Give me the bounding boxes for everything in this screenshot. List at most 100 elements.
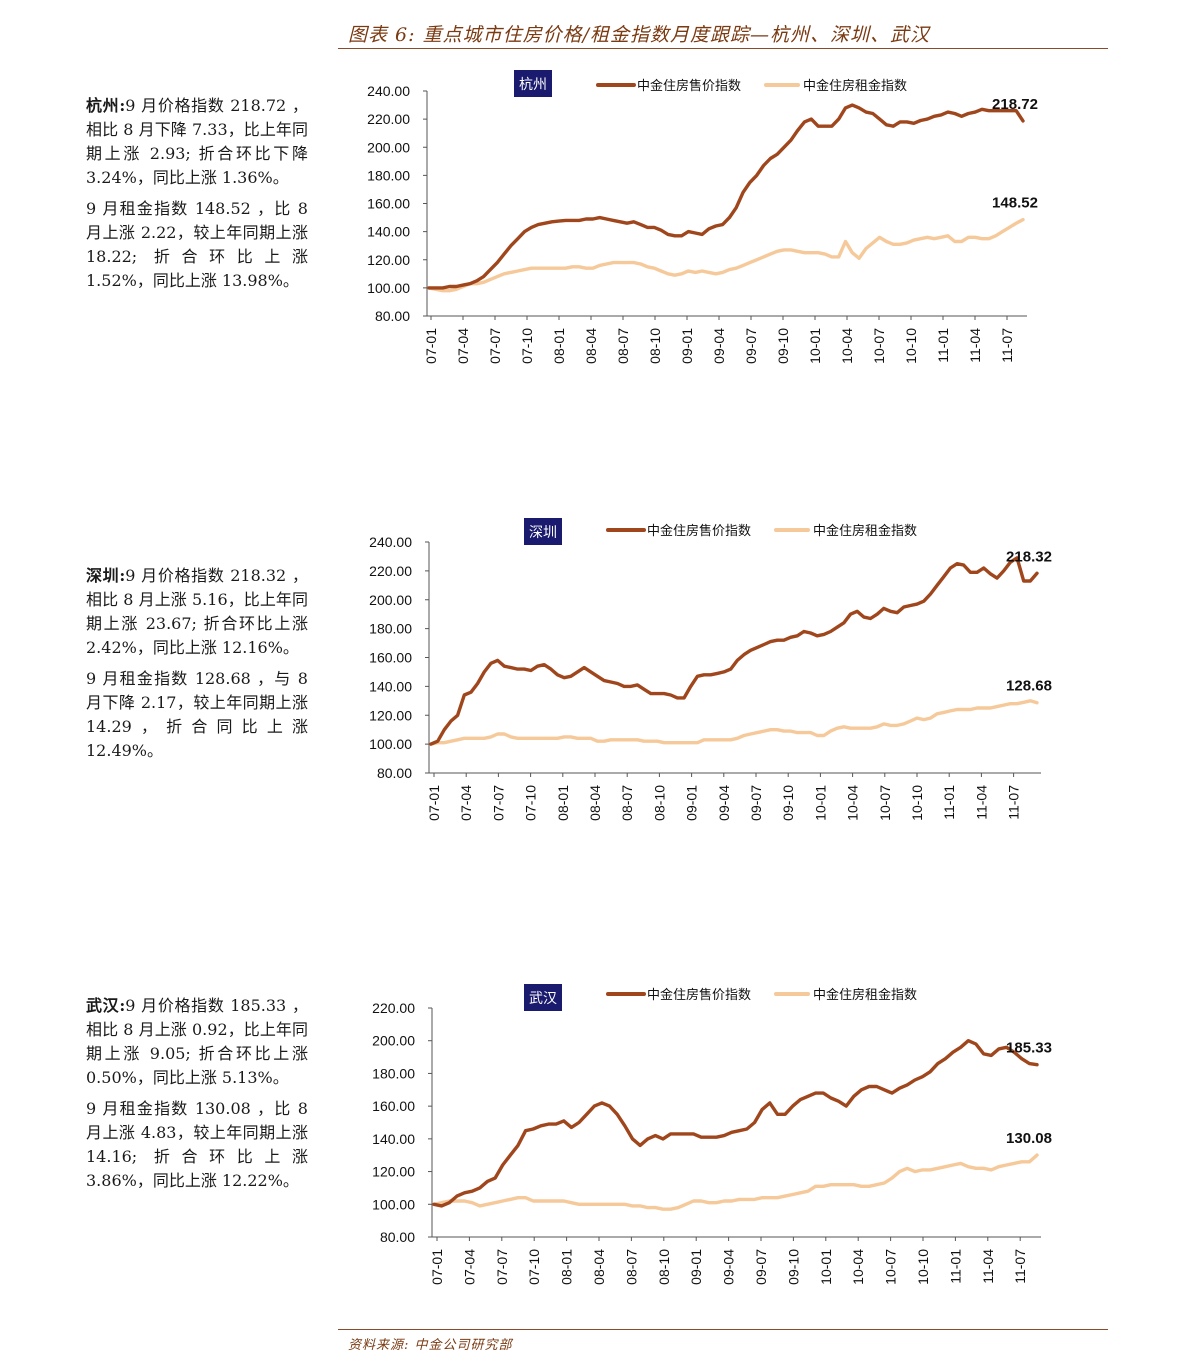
shenzhen-y-tick-label: 100.00 [369,736,412,752]
shenzhen-x-tick-label: 09-01 [684,785,700,821]
hangzhou-rent-series-line [427,217,1025,293]
wuhan-x-tick-label: 07-07 [494,1249,510,1285]
shenzhen-x-tick-label: 10-04 [845,785,861,821]
wuhan-x-tick-label: 10-10 [915,1249,931,1285]
shenzhen-x-tick-label: 11-01 [941,785,957,820]
shenzhen-desc-head: 深圳: [86,566,126,585]
shenzhen-x-tick-label: 08-10 [651,785,667,821]
wuhan-x-tick-label: 09-10 [785,1249,801,1285]
shenzhen-rent-paragraph: 9 月租金指数 128.68 ，与 8 月下降 2.17，较上年同期上涨 14.… [86,669,308,760]
shenzhen-y-tick-label: 160.00 [369,650,412,666]
wuhan-x-tick-label: 07-01 [429,1249,445,1285]
wuhan-x-tick-label: 07-04 [461,1249,477,1285]
shenzhen-x-tick-label: 07-01 [426,785,442,821]
figure-title: 图表 6: 重点城市住房价格/租金指数月度跟踪—杭州、深圳、武汉 [348,24,930,46]
hangzhou-x-tick-label: 07-01 [423,328,439,364]
hangzhou-x-tick-label: 10-10 [903,328,919,364]
wuhan-y-tick-label: 120.00 [372,1164,415,1180]
hangzhou-desc-head: 杭州: [86,96,126,115]
shenzhen-description: 深圳:9 月价格指数 218.32 ，相比 8 月上涨 5.16，比上年同期上涨… [86,564,308,770]
shenzhen-y-tick-label: 180.00 [369,621,412,637]
shenzhen-x-tick-label: 09-04 [716,785,732,821]
hangzhou-price-end-label: 218.72 [992,96,1038,113]
hangzhou-price-text: 9 月价格指数 218.72 ，相比 8 月下降 7.33，比上年同期上涨 2.… [86,96,308,187]
shenzhen-x-tick-label: 08-04 [587,785,603,821]
wuhan-x-tick-label: 08-04 [591,1249,607,1285]
shenzhen-chart: 80.00 100.00 120.00 140.00 160.00 180.00 200.0… [369,518,1052,821]
hangzhou-chart: 80.00 100.00 120.00 140.00 160.00 180.00 200.0… [367,70,1038,364]
hangzhou-x-tick-label: 08-04 [583,328,599,364]
hangzhou-x-tick-label: 09-07 [743,328,759,364]
shenzhen-price-end-label: 218.32 [1006,548,1052,565]
wuhan-y-tick-label: 100.00 [372,1196,415,1212]
hangzhou-x-tick-label: 10-04 [839,328,855,364]
wuhan-x-tick-label: 08-07 [623,1249,639,1285]
wuhan-price-end-label: 185.33 [1006,1040,1052,1057]
shenzhen-y-tick-label: 200.00 [369,592,412,608]
hangzhou-y-tick-label: 100.00 [367,280,410,296]
hangzhou-y-tick-label: 140.00 [367,224,410,240]
shenzhen-x-tick-label: 10-07 [877,785,893,821]
shenzhen-x-tick-label: 10-10 [909,785,925,821]
wuhan-y-tick-label: 160.00 [372,1098,415,1114]
wuhan-x-tick-label: 11-07 [1012,1249,1028,1284]
wuhan-price-series-line [432,1039,1039,1208]
wuhan-legend-price-label: 中金住房售价指数 [647,987,751,1003]
wuhan-x-tick-label: 09-01 [688,1249,704,1285]
hangzhou-legend-rent-label: 中金住房租金指数 [803,78,907,94]
hangzhou-description: 杭州:9 月价格指数 218.72 ，相比 8 月下降 7.33，比上年同期上涨… [86,94,308,300]
shenzhen-x-tick-label: 11-07 [1006,785,1022,820]
wuhan-desc-head: 武汉: [86,996,126,1015]
wuhan-rent-series-line [432,1153,1039,1211]
wuhan-price-text: 9 月价格指数 185.33 ，相比 8 月上涨 0.92，比上年同期上涨 9.… [86,996,308,1087]
hangzhou-x-tick-label: 09-10 [775,328,791,364]
wuhan-rent-paragraph: 9 月租金指数 130.08 ，比 8 月上涨 4.83，较上年同期上涨 14.… [86,1099,308,1190]
shenzhen-x-tick-label: 07-04 [458,785,474,821]
shenzhen-price-paragraph: 深圳:9 月价格指数 218.32 ，相比 8 月上涨 5.16，比上年同期上涨… [86,564,308,660]
wuhan-city-label: 武汉 [529,991,557,1007]
shenzhen-y-tick-label: 140.00 [369,678,412,694]
wuhan-rent-end-label: 130.08 [1006,1130,1052,1147]
source-note: 资料来源: 中金公司研究部 [348,1338,513,1353]
wuhan-y-tick-label: 80.00 [380,1229,415,1245]
wuhan-y-tick-label: 140.00 [372,1131,415,1147]
hangzhou-y-tick-label: 180.00 [367,167,410,183]
hangzhou-x-tick-label: 07-07 [487,328,503,364]
wuhan-x-tick-label: 08-01 [559,1249,575,1285]
hangzhou-x-tick-label: 10-01 [807,328,823,364]
shenzhen-x-tick-label: 07-07 [490,785,506,821]
bottom-rule [338,1329,1108,1330]
wuhan-x-tick-label: 10-04 [850,1249,866,1285]
wuhan-y-tick-label: 220.00 [372,1000,415,1016]
shenzhen-x-tick-label: 09-10 [780,785,796,821]
hangzhou-x-tick-label: 11-04 [967,328,983,363]
hangzhou-price-series-line [427,103,1025,290]
wuhan-x-tick-label: 09-07 [753,1249,769,1285]
wuhan-chart: 80.00 100.00 120.00 140.00 160.00 180.00 200.0… [372,984,1052,1285]
hangzhou-y-tick-label: 220.00 [367,111,410,127]
hangzhou-rent-paragraph: 9 月租金指数 148.52 ，比 8 月上涨 2.22，较上年同期上涨 18.… [86,199,308,290]
hangzhou-x-tick-label: 07-04 [455,328,471,364]
shenzhen-legend-rent-label: 中金住房租金指数 [813,523,917,539]
shenzhen-y-tick-label: 240.00 [369,534,412,550]
hangzhou-x-tick-label: 09-04 [711,328,727,364]
hangzhou-x-tick-label: 09-01 [679,328,695,364]
shenzhen-y-tick-label: 220.00 [369,563,412,579]
shenzhen-y-tick-label: 80.00 [377,765,412,781]
shenzhen-y-tick-label: 120.00 [369,707,412,723]
hangzhou-y-tick-label: 80.00 [375,308,410,324]
hangzhou-x-tick-label: 08-10 [647,328,663,364]
wuhan-x-tick-label: 10-01 [818,1249,834,1285]
wuhan-x-tick-label: 11-04 [980,1249,996,1284]
wuhan-x-tick-label: 10-07 [883,1249,899,1285]
wuhan-x-tick-label: 07-10 [526,1249,542,1285]
shenzhen-x-tick-label: 11-04 [973,785,989,820]
wuhan-description: 武汉:9 月价格指数 185.33 ，相比 8 月上涨 0.92，比上年同期上涨… [86,994,308,1200]
wuhan-x-tick-label: 11-01 [947,1249,963,1284]
hangzhou-rent-end-label: 148.52 [992,195,1038,212]
shenzhen-x-tick-label: 08-01 [555,785,571,821]
shenzhen-x-tick-label: 07-10 [523,785,539,821]
hangzhou-x-tick-label: 11-07 [999,328,1015,363]
hangzhou-y-tick-label: 200.00 [367,139,410,155]
wuhan-y-tick-label: 200.00 [372,1033,415,1049]
